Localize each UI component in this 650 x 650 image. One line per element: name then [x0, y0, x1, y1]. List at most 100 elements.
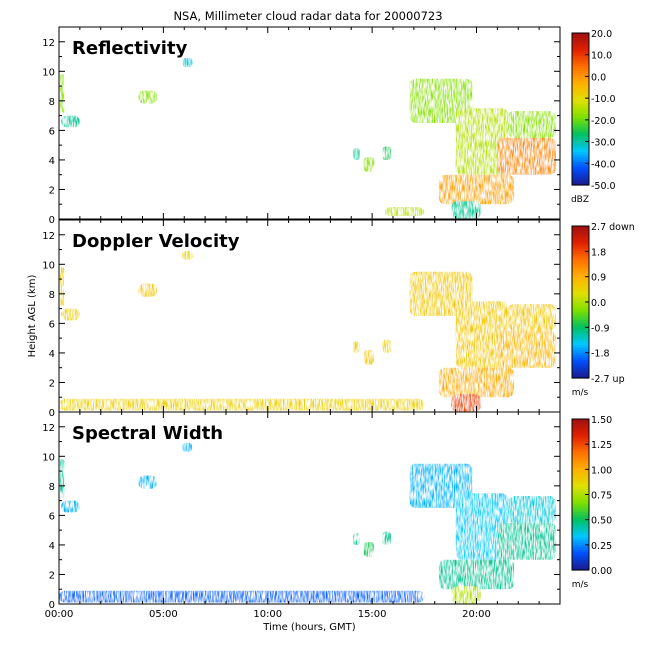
- colorbar-band: [572, 479, 589, 483]
- colorbar-band: [572, 466, 589, 470]
- colorbar-band: [572, 302, 589, 306]
- colorbar-band: [572, 529, 589, 533]
- echo-region: [507, 304, 556, 331]
- colorbar-band: [572, 304, 589, 308]
- echo-field: [60, 58, 556, 219]
- colorbar-band: [572, 63, 589, 67]
- colorbar-band: [572, 509, 589, 513]
- colorbar-band: [572, 164, 589, 168]
- colorbar-band: [572, 159, 589, 163]
- colorbar-band: [572, 372, 589, 377]
- colorbar-band: [572, 48, 589, 52]
- colorbar-band: [572, 33, 589, 37]
- colorbar-band: [572, 429, 589, 433]
- colorbar-band: [572, 253, 589, 257]
- colorbar-band: [572, 256, 589, 260]
- y-tick-label: 8: [49, 97, 55, 108]
- colorbar-band: [572, 367, 589, 371]
- echo-region: [497, 137, 556, 175]
- colorbar-band: [572, 289, 589, 293]
- colorbar-band: [572, 337, 589, 341]
- colorbar-band: [572, 375, 589, 379]
- colorbar-band: [572, 174, 589, 178]
- y-tick-label: 4: [49, 349, 55, 360]
- colorbar-band: [572, 499, 589, 503]
- colorbar-band: [572, 494, 589, 498]
- colorbar-band: [572, 167, 589, 171]
- colorbar-band: [572, 43, 589, 47]
- y-tick-label: 8: [49, 482, 55, 493]
- colorbar-band: [572, 360, 589, 364]
- colorbar-band: [572, 248, 589, 252]
- colorbar-band: [572, 507, 589, 511]
- y-tick-label: 12: [42, 38, 55, 49]
- colorbar-band: [572, 296, 589, 301]
- colorbar-band: [572, 340, 589, 344]
- colorbar-band: [572, 50, 589, 54]
- colorbar-band: [572, 281, 589, 285]
- colorbar-tick-label: 1.00: [591, 465, 612, 476]
- colorbar-band: [572, 172, 589, 176]
- echo-region: [507, 496, 556, 523]
- panel-spectral-width: Spectral Width 0 2 4 6 8 10 12 00:00 05:00 10:00 15…: [42, 411, 612, 633]
- echo-region: [384, 207, 425, 217]
- colorbar-band: [572, 134, 589, 138]
- echo-region: [507, 111, 556, 138]
- colorbar-band: [572, 169, 589, 173]
- echo-region: [382, 146, 391, 160]
- colorbar-band: [572, 424, 589, 428]
- x-axis-label: Time (hours, GMT): [262, 622, 356, 633]
- colorbar-band: [572, 434, 589, 438]
- colorbar-band: [572, 517, 589, 521]
- colorbar-band: [572, 162, 589, 166]
- colorbar-tick-label: -0.9: [591, 323, 610, 334]
- echo-region: [138, 475, 158, 489]
- colorbar-band: [572, 512, 589, 516]
- colorbar-band: [572, 449, 589, 453]
- colorbar-tick-label: 0.25: [591, 541, 612, 552]
- echo-region: [451, 394, 481, 412]
- colorbar-band: [572, 266, 589, 270]
- colorbar-band: [572, 119, 589, 123]
- colorbar-band: [572, 332, 589, 336]
- colorbar-tick-label: 2.7 down: [591, 222, 635, 233]
- echo-region: [382, 531, 391, 545]
- colorbar-band: [572, 238, 589, 242]
- colorbar-band: [572, 96, 589, 100]
- colorbar-unit: m/s: [572, 580, 589, 590]
- echo-region: [438, 559, 515, 590]
- colorbar-band: [572, 179, 589, 184]
- colorbar-band: [572, 228, 589, 232]
- colorbar-band: [572, 474, 589, 478]
- panel-doppler-velocity: Doppler Velocity 0 2 4 6 8 10 12 Height AGL (km)…: [27, 219, 635, 419]
- echo-region: [61, 115, 80, 128]
- colorbar-tick-label: -50.0: [591, 181, 616, 192]
- colorbar-unit: dBZ: [571, 195, 589, 205]
- colorbar-band: [572, 236, 589, 240]
- colorbar-band: [572, 461, 589, 465]
- colorbar-band: [572, 291, 589, 295]
- echo-region: [182, 251, 193, 260]
- y-tick-label: 10: [42, 452, 55, 463]
- colorbar-band: [572, 564, 589, 569]
- echo-region: [353, 533, 360, 545]
- colorbar-band: [572, 274, 589, 278]
- colorbar-band: [572, 446, 589, 450]
- colorbar-band: [572, 177, 589, 181]
- y-tick-label: 2: [49, 185, 55, 196]
- colorbar-band: [572, 81, 589, 85]
- echo-region: [138, 90, 158, 104]
- colorbar-unit: m/s: [572, 388, 589, 398]
- y-tick-label: 2: [49, 570, 55, 581]
- x-tick-label: 05:00: [149, 609, 178, 620]
- colorbar-tick-label: -1.8: [591, 349, 610, 360]
- colorbar-tick-label: 0.50: [591, 516, 612, 527]
- colorbar-band: [572, 88, 589, 92]
- colorbar-band: [572, 243, 589, 247]
- colorbar-band: [572, 436, 589, 440]
- colorbar-band: [572, 334, 589, 339]
- colorbar-band: [572, 98, 589, 102]
- colorbar-band: [572, 544, 589, 548]
